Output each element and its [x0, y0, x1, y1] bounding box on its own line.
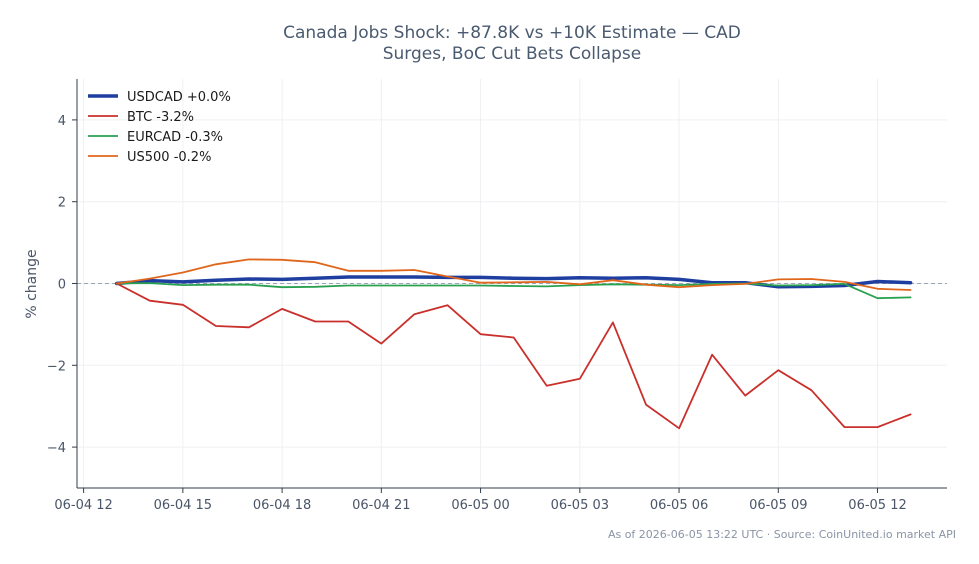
x-tick-label-7: 06-05 09: [749, 498, 807, 513]
x-tick-label-1: 06-04 15: [154, 498, 212, 513]
legend: USDCAD +0.0% BTC -3.2% EURCAD -0.3% US500 -…: [88, 90, 231, 165]
chart-title-line-1: Canada Jobs Shock: +87.8K vs +10K Estima…: [283, 23, 741, 43]
x-tick-label-5: 06-05 03: [551, 498, 609, 513]
series-line-3: [115, 258, 912, 291]
y-axis-ticks: −4 −2 0 2 4: [47, 114, 77, 456]
legend-label-1: BTC -3.2%: [127, 110, 194, 125]
y-tick-label-4: 4: [58, 114, 66, 129]
y-tick-label-3: 2: [58, 196, 66, 211]
x-axis-ticks: 06-04 12 06-04 15 06-04 18 06-04 21 06-05 00…: [54, 488, 907, 513]
series-lines: [114, 258, 913, 430]
footer-source: As of 2026-06-05 13:22 UTC · Source: Coi…: [608, 528, 956, 541]
x-tick-label-0: 06-04 12: [54, 498, 112, 513]
x-tick-label-6: 06-05 06: [650, 498, 708, 513]
series-line-0: [114, 275, 913, 289]
legend-label-2: EURCAD -0.3%: [127, 130, 223, 145]
series-line-1: [115, 282, 912, 430]
x-tick-label-8: 06-05 12: [848, 498, 906, 513]
y-tick-label-1: −2: [47, 359, 66, 374]
y-axis-label: % change: [24, 249, 40, 318]
x-tick-label-4: 06-05 00: [451, 498, 509, 513]
y-tick-label-2: 0: [58, 278, 66, 293]
x-tick-label-2: 06-04 18: [253, 498, 311, 513]
series-line-2: [115, 282, 912, 300]
y-tick-label-0: −4: [47, 441, 66, 456]
legend-label-3: US500 -0.2%: [127, 150, 211, 165]
legend-label-0: USDCAD +0.0%: [127, 90, 231, 105]
chart-title-line-2: Surges, BoC Cut Bets Collapse: [383, 44, 642, 64]
x-tick-label-3: 06-04 21: [352, 498, 410, 513]
